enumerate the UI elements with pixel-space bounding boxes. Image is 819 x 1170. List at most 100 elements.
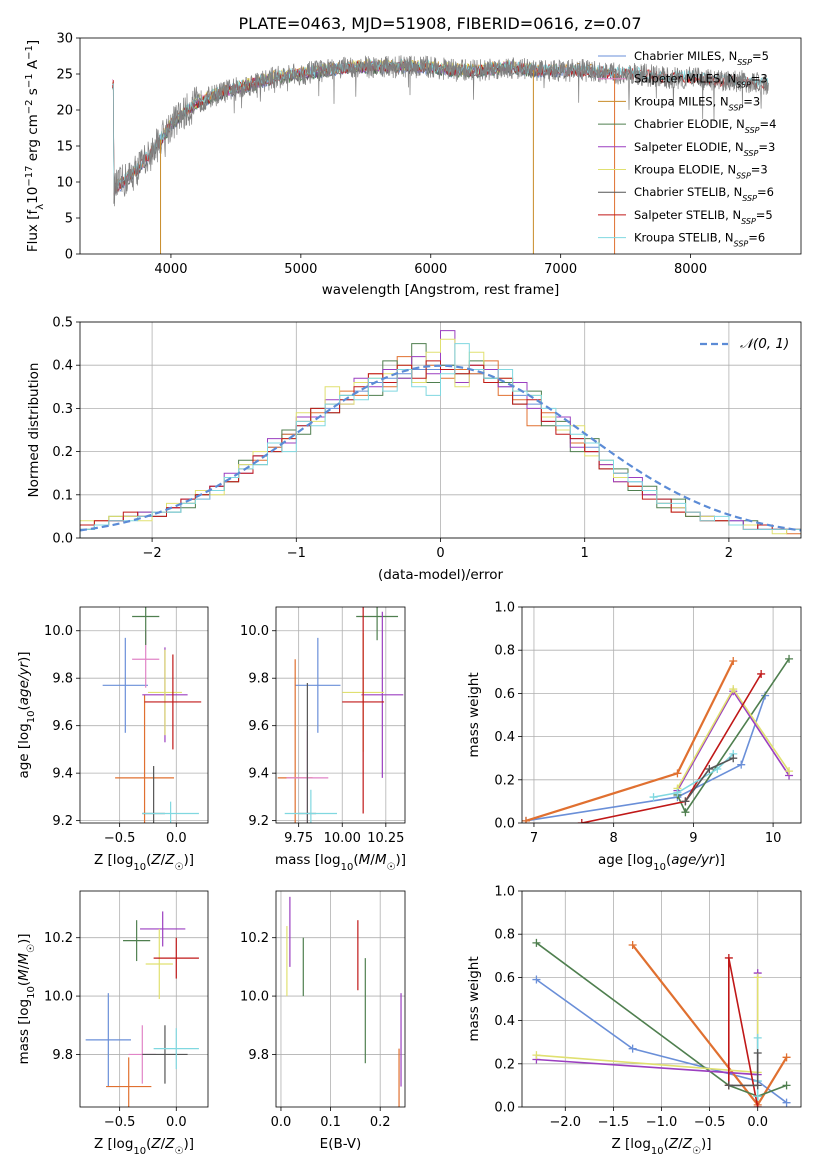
normal-curve [80, 364, 801, 532]
y-tick-label: 10.2 [240, 931, 269, 946]
y-tick-label: 10.0 [240, 624, 269, 639]
mass-weight-marker [782, 1081, 791, 1090]
error-bar-point [153, 937, 199, 979]
y-tick-label: 0.2 [52, 445, 73, 460]
y-tick-label: 0.3 [52, 402, 73, 417]
mass-weight-marker [785, 767, 794, 776]
plot-area [277, 607, 404, 823]
x-axis-label: Z [log10(Z/Z☉)] [612, 1136, 712, 1157]
mass-weight-marker [522, 816, 530, 823]
y-tick-label: 0.8 [494, 928, 515, 943]
y-tick-label: 9.2 [248, 814, 269, 829]
error-bar-point [115, 694, 175, 823]
x-tick-label: −1.5 [598, 1115, 630, 1130]
legend-label: Salpeter MILES, NSSP=3 [634, 72, 768, 90]
error-bar-point [147, 649, 182, 736]
x-tick-label: −2 [143, 546, 162, 561]
histogram-step [80, 343, 801, 538]
x-tick-label: 4000 [154, 262, 187, 277]
mass-weight-marker [753, 1081, 762, 1090]
error-bar-point [295, 637, 341, 733]
x-axis-label: age [log10(age/yr)] [598, 852, 725, 873]
mass-weight-marker [673, 769, 682, 778]
mass-weight-marker [628, 941, 637, 949]
y-axis-label: age [log10(age/yr)] [16, 651, 37, 778]
panel-mass-vs-Z: −0.5 0.0 9.8 10.0 10.2 Z [log10(Z/Z☉)] mass [l… [16, 890, 209, 1157]
mass-weight-line [535, 942, 787, 1098]
x-axis-label: Z [log10(Z/Z☉)] [94, 852, 194, 873]
legend-label: Chabrier STELIB, NSSP=6 [634, 185, 774, 203]
y-tick-label: 5 [65, 212, 73, 227]
error-bar-point [145, 928, 173, 999]
x-tick-label: 7000 [544, 262, 577, 277]
y-tick-label: 9.2 [52, 814, 73, 829]
mass-weight-line [581, 673, 762, 823]
y-tick-label: 0.0 [52, 532, 73, 547]
mass-weight-marker [753, 1092, 762, 1101]
mass-weight-marker [649, 793, 658, 802]
x-tick-label: −0.5 [104, 1115, 136, 1130]
grid-lines [276, 607, 405, 823]
grid-lines [276, 891, 405, 1107]
legend-label: Salpeter ELODIE, NSSP=3 [634, 140, 775, 158]
panel-mass-vs-EBV: 0.0 0.1 0.2 9.8 10.0 10.2 E(B-V) [240, 890, 406, 1152]
legend-label: Salpeter STELIB, NSSP=5 [634, 208, 773, 226]
legend-label: Chabrier ELODIE, NSSP=4 [634, 117, 776, 135]
mass-weight-marker [713, 765, 722, 773]
mass-weight-marker [782, 1098, 791, 1107]
x-tick-label: −2.0 [550, 1115, 582, 1130]
x-tick-label: 8 [610, 831, 618, 846]
error-bar-point [140, 911, 186, 947]
y-tick-label: 9.4 [248, 767, 269, 782]
error-bar-point [106, 1057, 152, 1107]
error-bar-point [142, 801, 199, 823]
mass-weight-marker [724, 1081, 733, 1090]
y-tick-label: 20 [56, 104, 73, 119]
x-tick-label: 0.0 [166, 831, 187, 846]
plot-area [102, 607, 202, 823]
y-axis-label: mass weight [466, 956, 482, 1041]
mass-weight-marker [737, 760, 746, 769]
error-bar-point [144, 654, 202, 750]
mass-weight-marker [532, 938, 541, 947]
y-tick-label: 15 [56, 140, 73, 155]
x-tick-label: 0.0 [166, 1115, 187, 1130]
mass-weight-marker [532, 975, 541, 984]
axes-frame [275, 890, 406, 1108]
x-tick-label: 8000 [674, 262, 707, 277]
error-bar-point [142, 1025, 188, 1084]
x-axis-label: mass [log10(M/M☉)] [275, 852, 406, 873]
mass-weight-marker [785, 654, 794, 663]
y-tick-label: 9.8 [248, 672, 269, 687]
x-axis-label: Z [log10(Z/Z☉)] [94, 1136, 194, 1157]
mass-weight-marker [532, 1051, 541, 1060]
x-tick-label: 9 [689, 831, 697, 846]
x-tick-label: −0.5 [694, 1115, 726, 1130]
legend: Chabrier MILES, NSSP=5 Salpeter MILES, NS… [598, 49, 776, 248]
x-axis-label: (data-model)/error [378, 567, 504, 583]
mass-weight-marker [753, 1049, 762, 1057]
legend-label: 𝒩(0, 1) [740, 336, 789, 352]
mass-weight-marker [628, 1044, 637, 1053]
axes-frame [275, 606, 406, 824]
x-tick-label: 9.75 [284, 831, 313, 846]
x-tick-label: 0.0 [747, 1115, 768, 1130]
y-tick-label: 9.4 [52, 767, 73, 782]
plot-area [85, 911, 199, 1107]
panel-age-vs-Z: −0.5 0.0 9.2 9.4 9.6 9.8 10.0 Z [log10(Z/Z☉)] ag… [16, 606, 209, 873]
mass-weight-marker [757, 669, 766, 678]
mass-weight-marker [577, 819, 586, 823]
y-tick-label: 10 [56, 176, 73, 191]
legend-label: Kroupa MILES, NSSP=3 [634, 94, 760, 112]
y-tick-label: 0.4 [494, 1014, 515, 1029]
histogram-step [80, 360, 801, 538]
y-tick-label: 0.5 [52, 316, 73, 331]
mass-weight-marker [782, 1053, 791, 1062]
y-tick-label: 0.4 [494, 730, 515, 745]
x-tick-label: 7 [530, 831, 538, 846]
y-tick-label: 9.8 [52, 1048, 73, 1063]
y-tick-label: 9.8 [248, 1048, 269, 1063]
mass-weight-marker [673, 788, 682, 797]
x-tick-label: 10 [765, 831, 782, 846]
error-bar-point [153, 1028, 199, 1070]
